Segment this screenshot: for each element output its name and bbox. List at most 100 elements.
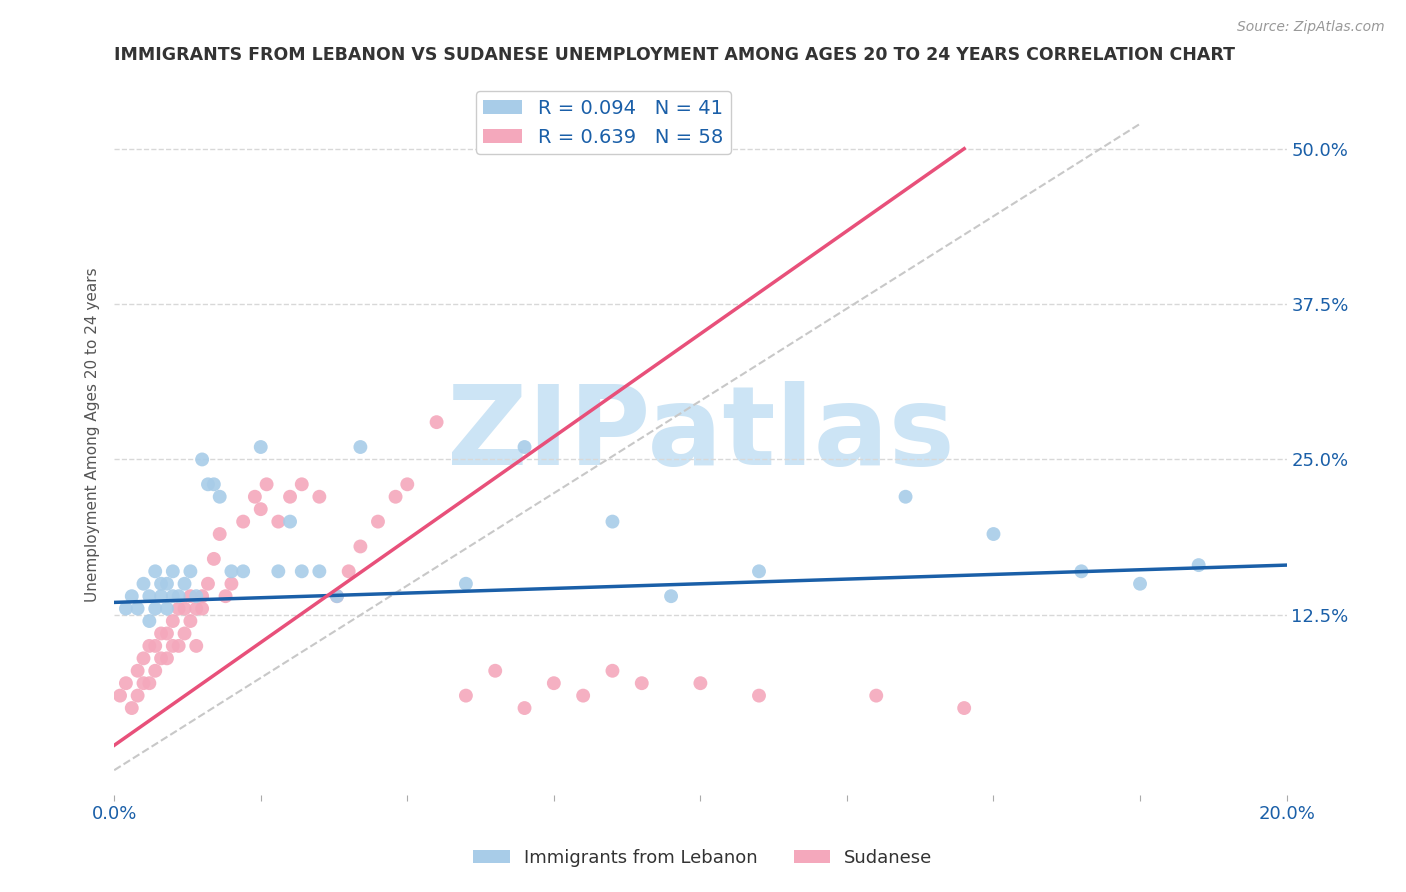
Point	[308, 490, 330, 504]
Point	[127, 664, 149, 678]
Point	[156, 651, 179, 665]
Point	[454, 576, 477, 591]
Point	[454, 689, 477, 703]
Point	[115, 601, 138, 615]
Point	[689, 676, 711, 690]
Point	[138, 639, 160, 653]
Point	[256, 477, 278, 491]
Point	[748, 689, 770, 703]
Point	[132, 651, 155, 665]
Point	[162, 589, 184, 603]
Point	[267, 564, 290, 578]
Point	[173, 576, 195, 591]
Point	[953, 701, 976, 715]
Point	[197, 477, 219, 491]
Text: Source: ZipAtlas.com: Source: ZipAtlas.com	[1237, 20, 1385, 34]
Point	[602, 664, 624, 678]
Point	[156, 601, 179, 615]
Point	[214, 589, 236, 603]
Point	[132, 576, 155, 591]
Point	[162, 639, 184, 653]
Point	[291, 564, 314, 578]
Point	[249, 502, 271, 516]
Point	[1129, 576, 1152, 591]
Point	[191, 589, 214, 603]
Y-axis label: Unemployment Among Ages 20 to 24 years: Unemployment Among Ages 20 to 24 years	[86, 268, 100, 602]
Point	[267, 515, 290, 529]
Point	[156, 576, 179, 591]
Text: ZIPatlas: ZIPatlas	[447, 381, 955, 488]
Point	[202, 552, 225, 566]
Point	[278, 490, 301, 504]
Point	[278, 515, 301, 529]
Point	[186, 589, 208, 603]
Point	[249, 440, 271, 454]
Point	[513, 440, 536, 454]
Point	[127, 689, 149, 703]
Point	[173, 626, 195, 640]
Point	[291, 477, 314, 491]
Point	[232, 564, 254, 578]
Point	[349, 440, 371, 454]
Point	[1070, 564, 1092, 578]
Point	[337, 564, 360, 578]
Point	[208, 527, 231, 541]
Point	[150, 589, 173, 603]
Point	[156, 626, 179, 640]
Point	[602, 515, 624, 529]
Point	[143, 601, 166, 615]
Point	[367, 515, 389, 529]
Point	[121, 589, 143, 603]
Point	[1188, 558, 1211, 573]
Point	[138, 614, 160, 628]
Point	[167, 639, 190, 653]
Point	[186, 639, 208, 653]
Point	[162, 564, 184, 578]
Point	[396, 477, 419, 491]
Point	[659, 589, 682, 603]
Point	[865, 689, 887, 703]
Point	[179, 564, 201, 578]
Point	[179, 614, 201, 628]
Point	[108, 689, 131, 703]
Point	[202, 477, 225, 491]
Point	[208, 490, 231, 504]
Point	[179, 589, 201, 603]
Point	[150, 576, 173, 591]
Legend: R = 0.094   N = 41, R = 0.639   N = 58: R = 0.094 N = 41, R = 0.639 N = 58	[475, 91, 731, 154]
Point	[384, 490, 406, 504]
Point	[326, 589, 349, 603]
Point	[894, 490, 917, 504]
Point	[543, 676, 565, 690]
Point	[326, 589, 349, 603]
Point	[221, 576, 243, 591]
Point	[162, 614, 184, 628]
Point	[143, 639, 166, 653]
Point	[138, 676, 160, 690]
Point	[121, 701, 143, 715]
Point	[167, 601, 190, 615]
Point	[748, 564, 770, 578]
Legend: Immigrants from Lebanon, Sudanese: Immigrants from Lebanon, Sudanese	[467, 842, 939, 874]
Point	[349, 540, 371, 554]
Point	[138, 589, 160, 603]
Point	[197, 576, 219, 591]
Point	[143, 564, 166, 578]
Point	[191, 601, 214, 615]
Point	[150, 651, 173, 665]
Point	[127, 601, 149, 615]
Point	[232, 515, 254, 529]
Point	[221, 564, 243, 578]
Point	[572, 689, 595, 703]
Point	[513, 701, 536, 715]
Point	[173, 601, 195, 615]
Point	[484, 664, 506, 678]
Point	[308, 564, 330, 578]
Point	[243, 490, 266, 504]
Point	[186, 601, 208, 615]
Point	[630, 676, 652, 690]
Point	[167, 589, 190, 603]
Point	[150, 626, 173, 640]
Point	[143, 664, 166, 678]
Point	[983, 527, 1005, 541]
